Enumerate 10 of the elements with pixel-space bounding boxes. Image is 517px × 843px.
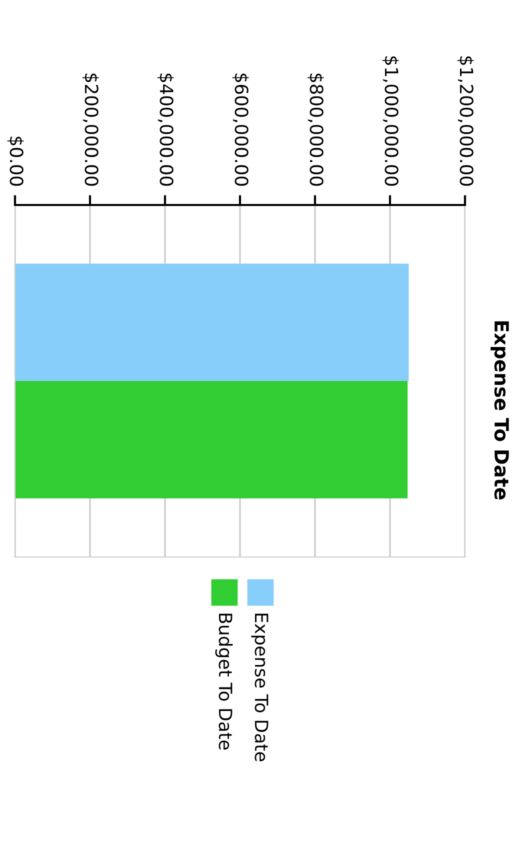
x-tick-label: $800,000.00	[307, 74, 324, 186]
text: Expense To Date	[490, 321, 509, 500]
legend-label: Budget To Date	[215, 614, 233, 750]
x-tick-label: $1,200,000.00	[457, 56, 474, 186]
x-tick-label: $0.00	[7, 136, 24, 186]
x-tick-label: $1,000,000.00	[382, 56, 399, 186]
legend-label: Expense To Date	[251, 614, 268, 762]
x-tick-label: $200,000.00	[82, 74, 99, 186]
x-tick-label: $400,000.00	[157, 74, 174, 186]
x-tick-label: $600,000.00	[232, 74, 249, 186]
